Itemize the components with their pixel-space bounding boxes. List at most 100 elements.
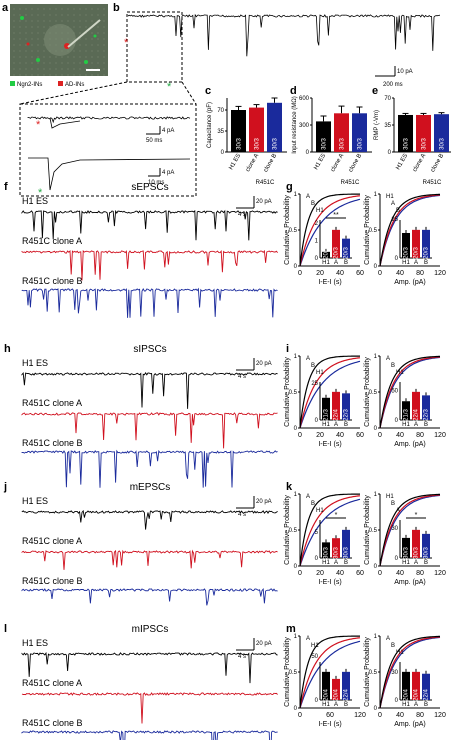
trace-label-h1: H1 ES (22, 196, 48, 206)
inset2-scale-v-label: 4 pA (162, 170, 174, 176)
inset-count: 20/4 (324, 689, 330, 701)
inset-ytick-label: 30 (391, 670, 398, 676)
cdf-curve-label: A (386, 356, 390, 362)
inset-category: A (414, 560, 418, 566)
panel-j-letter: j (3, 481, 7, 493)
inset-count: 22/4 (414, 409, 420, 421)
panel-d-group: R451C (341, 180, 360, 186)
inset1-scale-t-label: 50 ms (146, 138, 162, 144)
trace-scale-t-label: 4 s (238, 212, 246, 218)
inset-bar (402, 671, 410, 700)
micrograph-green-dot (93, 34, 97, 38)
panel-h-letter: h (4, 343, 11, 355)
trace-label-clone-b: R451C clone B (22, 438, 83, 448)
inset-bar (402, 537, 410, 558)
panel-b-zoom-box (126, 11, 183, 83)
inset-bar (402, 401, 410, 420)
inset-count: 20/3 (404, 247, 410, 259)
cdf-curve-label: H1 (396, 370, 404, 376)
micro-pipette (67, 19, 101, 48)
cdf-ytick-label: 1 (374, 192, 378, 198)
cdf-xlabel: I-E-I (s) (318, 579, 341, 586)
legend-red-label: AD-INs (65, 82, 84, 88)
legend-green-label: Ngn2-INs (17, 82, 42, 88)
cdf-xtick-label: 60 (356, 432, 364, 439)
inset-category: A (334, 560, 338, 566)
inset-red-star: * (36, 119, 41, 131)
panel-b-scale-t-label: 200 ms (383, 82, 403, 88)
trace-clone-a (21, 249, 278, 281)
cdf-curve-label: B (391, 363, 395, 369)
inset-count: 20/3 (344, 247, 350, 259)
cdf-curve (299, 357, 361, 429)
panel-c-ylabel: Capacitance (pF) (207, 102, 213, 148)
inset-ytick-label: 1 (315, 238, 319, 244)
cdf-curve (379, 355, 440, 429)
cdf-xtick-label: 60 (326, 712, 334, 719)
inset-count: 30/3 (324, 547, 330, 559)
top-panels: a Ngn2-INs AD-INs b * * 10 pA 200 ms * * (2, 2, 441, 199)
inset-category: H1 (402, 702, 410, 708)
cdf-ytick-label: 0.5 (289, 528, 298, 534)
inset-ytick-label: 25 (311, 381, 318, 387)
inset-category: B (424, 560, 428, 566)
panel-k-letter: k (286, 481, 293, 493)
inset-sig-mark: * (335, 512, 338, 519)
inset-bar (322, 397, 330, 420)
inset-bar (332, 538, 340, 558)
cdf-xtick-label: 40 (396, 270, 404, 277)
cdf-xtick-label: 0 (298, 712, 302, 719)
micrograph-red-dot (26, 42, 30, 46)
panel-f-title: sEPSCs (131, 182, 168, 193)
cdf-curve (379, 636, 441, 709)
panel-e-bar (434, 114, 449, 152)
inset-bar (412, 671, 420, 700)
inset-count: 22/4 (334, 409, 340, 421)
cdf-xtick-label: 60 (356, 570, 364, 577)
trace-label-clone-b: R451C clone B (22, 576, 83, 586)
inset-ytick-label: 50 (311, 654, 318, 660)
panel-e-group: R451C (423, 180, 442, 186)
inset-bar (322, 251, 330, 258)
panel-c-ytick-label: 0 (221, 150, 225, 156)
cdf-xtick-label: 20 (316, 270, 324, 277)
trace-clone-b (21, 287, 278, 318)
inset-category: A (334, 422, 338, 428)
panel-d-category: clone A (330, 153, 345, 173)
panel-d-bar (334, 113, 349, 152)
trace-h1 (21, 509, 278, 530)
cdf-ytick-label: 1 (294, 634, 298, 640)
cdf-curve-label: A (306, 356, 310, 362)
cdf-xtick-label: 40 (336, 570, 344, 577)
panel-b-scale-v-label: 10 pA (397, 69, 413, 75)
cdf-ylabel: Cumulative Probability (364, 495, 371, 565)
inset-category: B (424, 702, 428, 708)
cdf-curve (379, 193, 440, 267)
trace-clone-b (21, 587, 278, 606)
cdf-ytick-label: 0.5 (289, 228, 298, 234)
inset-category: A (414, 422, 418, 428)
cdf-xtick-label: 80 (416, 270, 424, 277)
inset-ytick-label: 2 (315, 221, 319, 227)
inset-bar (332, 391, 340, 420)
inset-category: H1 (322, 260, 330, 266)
inset-category: A (334, 702, 338, 708)
inset-ytick-label: 0 (395, 698, 399, 704)
inset-ytick-label: 0 (395, 256, 399, 262)
cdf-curve-label: B (311, 363, 315, 369)
cdf-curve-label: B (396, 208, 400, 214)
inset-ytick-label: 0 (315, 556, 319, 562)
zoom-connector (19, 81, 128, 105)
cdf-curve (379, 636, 441, 709)
panel-c-category: clone A (245, 153, 260, 173)
inset-count: 30/3 (404, 547, 410, 559)
cdf-ytick-label: 0.5 (369, 228, 378, 234)
panel-e-count: 30/3 (422, 138, 428, 150)
cdf-ytick-label: 0 (294, 264, 298, 270)
cdf-curve-label: A (386, 636, 390, 642)
inset-sig-mark: ** (333, 212, 339, 219)
inset-bar (422, 673, 430, 700)
inset-ytick-label: 30 (391, 526, 398, 532)
cdf-curve-label: H1 (316, 208, 324, 214)
inset-category: H1 (402, 560, 410, 566)
